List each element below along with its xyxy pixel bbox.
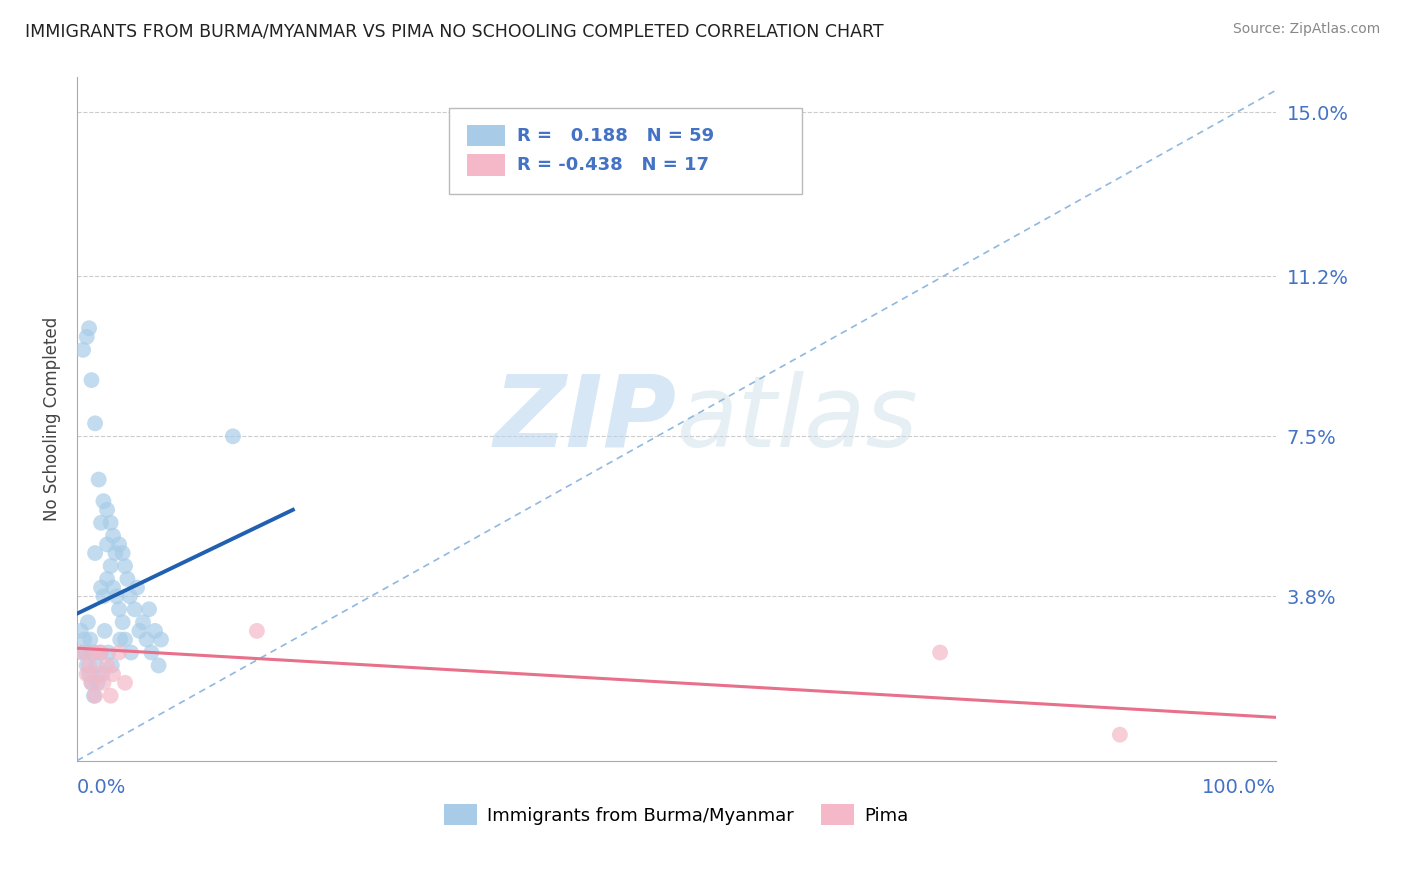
Point: [135, 632, 157, 647]
Point: [90, 516, 112, 530]
Point: [93, 494, 115, 508]
Point: [125, 581, 148, 595]
Point: [75, 646, 97, 660]
Point: [150, 632, 173, 647]
Point: [124, 602, 146, 616]
Point: [96, 658, 118, 673]
Point: [100, 559, 122, 574]
Point: [69, 624, 91, 638]
Point: [70, 646, 93, 660]
Point: [76, 667, 98, 681]
Text: ZIP: ZIP: [494, 370, 676, 467]
Text: IMMIGRANTS FROM BURMA/MYANMAR VS PIMA NO SCHOOLING COMPLETED CORRELATION CHART: IMMIGRANTS FROM BURMA/MYANMAR VS PIMA NO…: [25, 22, 884, 40]
Point: [120, 646, 142, 660]
Point: [73, 632, 96, 647]
Point: [84, 689, 107, 703]
Y-axis label: No Schooling Completed: No Schooling Completed: [44, 317, 60, 521]
Point: [91, 667, 114, 681]
Point: [100, 516, 122, 530]
Point: [77, 658, 100, 673]
Text: 0.0%: 0.0%: [77, 778, 127, 797]
Point: [104, 546, 127, 560]
Point: [128, 624, 150, 638]
Point: [80, 675, 103, 690]
Point: [222, 429, 245, 443]
Point: [101, 667, 124, 681]
FancyBboxPatch shape: [449, 108, 803, 194]
Point: [90, 581, 112, 595]
Point: [84, 417, 107, 431]
Point: [77, 615, 100, 630]
Point: [141, 646, 163, 660]
Legend: Immigrants from Burma/Myanmar, Pima: Immigrants from Burma/Myanmar, Pima: [437, 797, 915, 832]
Point: [96, 503, 118, 517]
Text: 100.0%: 100.0%: [1202, 778, 1275, 797]
Point: [77, 321, 100, 335]
Text: R =   0.188   N = 59: R = 0.188 N = 59: [517, 127, 714, 145]
Text: R = -0.438   N = 17: R = -0.438 N = 17: [517, 156, 709, 174]
Point: [89, 646, 111, 660]
Text: Source: ZipAtlas.com: Source: ZipAtlas.com: [1233, 22, 1381, 37]
Point: [97, 646, 120, 660]
FancyBboxPatch shape: [467, 125, 505, 146]
Point: [84, 646, 107, 660]
Point: [90, 646, 112, 660]
Point: [118, 589, 141, 603]
Point: [84, 546, 107, 560]
Point: [108, 646, 131, 660]
Point: [72, 646, 94, 660]
Point: [93, 624, 115, 638]
Point: [76, 658, 98, 673]
Point: [80, 373, 103, 387]
Point: [76, 330, 98, 344]
Point: [108, 602, 131, 616]
Point: [1109, 728, 1132, 742]
Point: [105, 589, 128, 603]
Point: [72, 343, 94, 357]
Point: [111, 615, 134, 630]
Point: [101, 581, 124, 595]
Point: [93, 589, 115, 603]
Point: [101, 658, 124, 673]
Point: [929, 646, 952, 660]
Point: [110, 632, 132, 647]
Point: [108, 537, 131, 551]
Point: [96, 537, 118, 551]
Point: [86, 675, 108, 690]
Point: [93, 675, 115, 690]
Point: [84, 658, 107, 673]
Point: [77, 667, 100, 681]
Point: [111, 546, 134, 560]
Point: [100, 689, 122, 703]
Point: [101, 529, 124, 543]
Point: [132, 615, 155, 630]
Point: [117, 572, 139, 586]
Point: [246, 624, 269, 638]
Point: [83, 689, 105, 703]
Point: [82, 646, 104, 660]
Text: atlas: atlas: [676, 370, 918, 467]
Point: [79, 632, 101, 647]
FancyBboxPatch shape: [467, 154, 505, 176]
Point: [87, 473, 110, 487]
Point: [114, 675, 136, 690]
Point: [87, 667, 110, 681]
Point: [114, 632, 136, 647]
Point: [143, 624, 166, 638]
Point: [138, 602, 160, 616]
Point: [114, 559, 136, 574]
Point: [148, 658, 170, 673]
Point: [96, 572, 118, 586]
Point: [80, 675, 103, 690]
